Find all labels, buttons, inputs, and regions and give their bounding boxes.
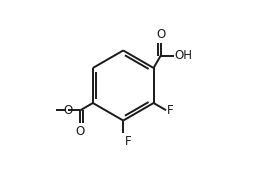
Text: O: O — [64, 104, 73, 117]
Text: O: O — [156, 28, 166, 41]
Text: F: F — [125, 135, 131, 148]
Text: O: O — [76, 125, 85, 138]
Text: F: F — [167, 104, 173, 117]
Text: OH: OH — [174, 49, 192, 62]
